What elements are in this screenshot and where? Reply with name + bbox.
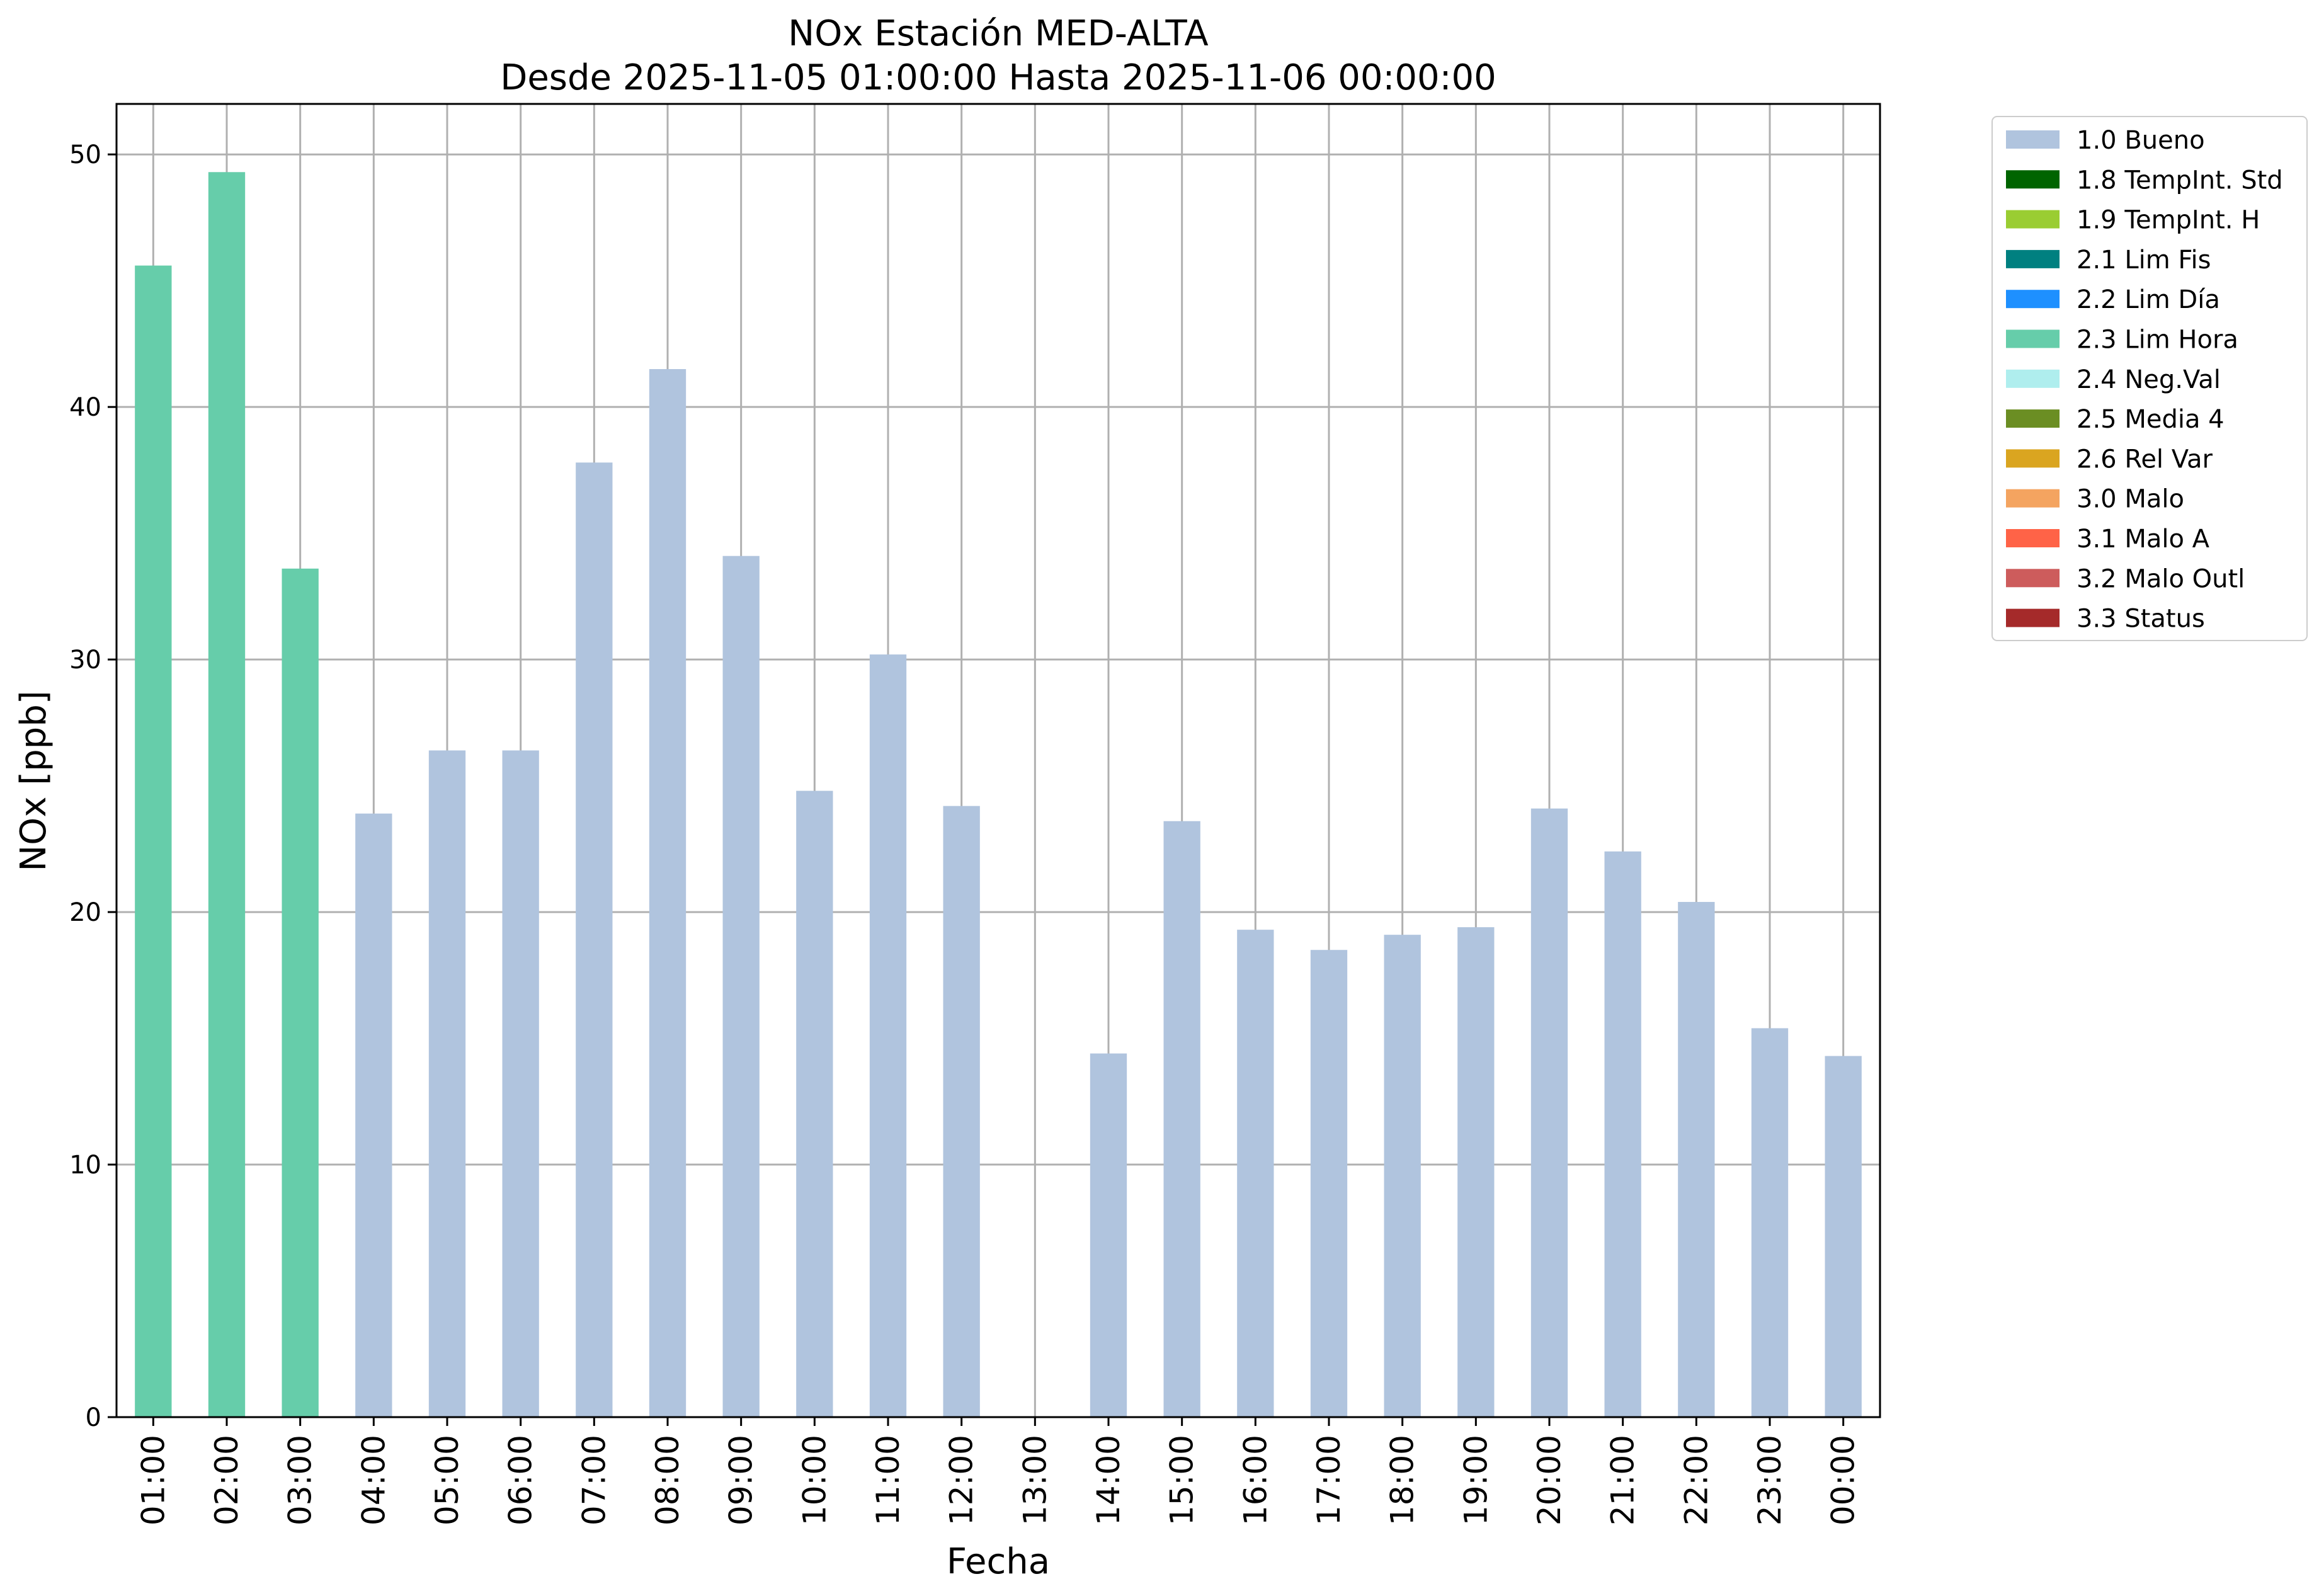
bar-0500 [428, 750, 466, 1417]
x-tick-label: 19:00 [1457, 1435, 1494, 1525]
legend-swatch [2006, 249, 2060, 268]
legend-label: 1.9 TempInt. H [2077, 206, 2260, 235]
legend-label: 3.3 Status [2077, 605, 2205, 634]
legend-swatch [2006, 529, 2060, 547]
y-tick-label: 40 [69, 393, 101, 422]
x-tick-label: 15:00 [1164, 1435, 1200, 1525]
x-tick-label: 21:00 [1605, 1435, 1641, 1525]
x-tick-label: 00:00 [1825, 1435, 1862, 1525]
x-tick-label: 04:00 [355, 1435, 392, 1525]
x-tick-label: 12:00 [943, 1435, 980, 1525]
legend-swatch [2006, 449, 2060, 468]
legend-label: 2.2 Lim Día [2077, 285, 2220, 314]
x-tick-label: 22:00 [1678, 1435, 1714, 1525]
x-tick-label: 18:00 [1384, 1435, 1421, 1525]
x-tick-label: 14:00 [1090, 1435, 1127, 1525]
legend-label: 3.0 Malo [2077, 485, 2184, 514]
legend-swatch [2006, 369, 2060, 388]
x-tick-label: 01:00 [135, 1435, 171, 1525]
bar-0300 [282, 568, 319, 1417]
chart-subtitle: Desde 2025-11-05 01:00:00 Hasta 2025-11-… [500, 57, 1496, 98]
chart-title: NOx Estación MED-ALTA [788, 13, 1208, 54]
x-tick-label: 10:00 [796, 1435, 833, 1525]
x-tick-label: 11:00 [870, 1435, 906, 1525]
legend-label: 2.1 Lim Fis [2077, 246, 2211, 275]
legend-frame [1991, 116, 2308, 641]
x-axis-ticks: 01:00 02:00 03:00 04:00 05:00 06:00 07:00 08:00… [135, 1417, 1862, 1525]
legend-swatch [2006, 170, 2060, 189]
bar-2200 [1678, 902, 1715, 1417]
legend-label: 1.0 Bueno [2077, 126, 2205, 155]
legend-swatch [2006, 290, 2060, 309]
bar-1000 [796, 790, 833, 1417]
legend-label: 2.3 Lim Hora [2077, 326, 2238, 355]
bar-0400 [355, 813, 392, 1417]
bar-2300 [1751, 1028, 1789, 1417]
x-tick-label: 13:00 [1017, 1435, 1053, 1525]
bar-1600 [1237, 930, 1274, 1417]
bar-1200 [943, 806, 980, 1417]
legend-label: 2.5 Media 4 [2077, 405, 2225, 434]
bar-1400 [1090, 1053, 1127, 1417]
bar-0000 [1825, 1056, 1862, 1417]
bar-2000 [1530, 808, 1568, 1417]
bar-1900 [1457, 927, 1495, 1417]
legend-label: 3.1 Malo A [2077, 525, 2210, 554]
x-tick-label: 03:00 [282, 1435, 319, 1525]
legend-label: 2.6 Rel Var [2077, 445, 2213, 474]
x-tick-label: 16:00 [1237, 1435, 1273, 1525]
x-axis-label: Fecha [947, 1541, 1050, 1582]
x-tick-label: 20:00 [1531, 1435, 1568, 1525]
legend-label: 3.2 Malo Outl [2077, 564, 2245, 593]
bar-0700 [576, 462, 613, 1417]
y-tick-label: 50 [69, 140, 101, 169]
bar-0100 [135, 265, 172, 1418]
legend-label: 1.8 TempInt. Std [2077, 166, 2283, 195]
bar-0900 [722, 556, 760, 1417]
legend-swatch [2006, 608, 2060, 627]
legend-swatch [2006, 210, 2060, 229]
plot-area-frame [115, 103, 1881, 1418]
x-tick-label: 23:00 [1752, 1435, 1788, 1525]
x-tick-label: 07:00 [576, 1435, 612, 1525]
legend-items: 1.0 Bueno 1.8 TempInt. Std 1.9 TempInt. H 2… [2006, 126, 2283, 634]
bar-1700 [1310, 950, 1348, 1417]
x-tick-label: 17:00 [1311, 1435, 1347, 1525]
x-tick-label: 08:00 [649, 1435, 686, 1525]
legend-swatch [2006, 409, 2060, 428]
y-axis-ticks: 0 10 20 30 40 50 [69, 140, 117, 1432]
bar-0800 [649, 369, 687, 1417]
bar-1100 [869, 654, 907, 1417]
bar-0600 [502, 750, 539, 1417]
y-tick-label: 10 [69, 1151, 101, 1180]
y-tick-label: 30 [69, 646, 101, 675]
legend-swatch [2006, 329, 2060, 348]
x-tick-label: 09:00 [723, 1435, 760, 1525]
x-tick-label: 05:00 [429, 1435, 465, 1525]
x-tick-label: 02:00 [208, 1435, 245, 1525]
bar-0200 [208, 172, 246, 1417]
bar-2100 [1604, 851, 1641, 1417]
legend-swatch [2006, 130, 2060, 149]
bar-1500 [1163, 821, 1200, 1417]
x-tick-label: 06:00 [503, 1435, 539, 1525]
legend-swatch [2006, 569, 2060, 588]
y-tick-label: 0 [86, 1403, 101, 1432]
legend-label: 2.4 Neg.Val [2077, 365, 2221, 394]
bar-1800 [1384, 935, 1421, 1417]
y-axis-label: NOx [ppb] [13, 690, 54, 871]
bars [135, 172, 1862, 1418]
legend-swatch [2006, 489, 2060, 508]
y-tick-label: 20 [69, 898, 101, 927]
legend: 1.0 Bueno 1.8 TempInt. Std 1.9 TempInt. H 2… [1991, 116, 2308, 641]
